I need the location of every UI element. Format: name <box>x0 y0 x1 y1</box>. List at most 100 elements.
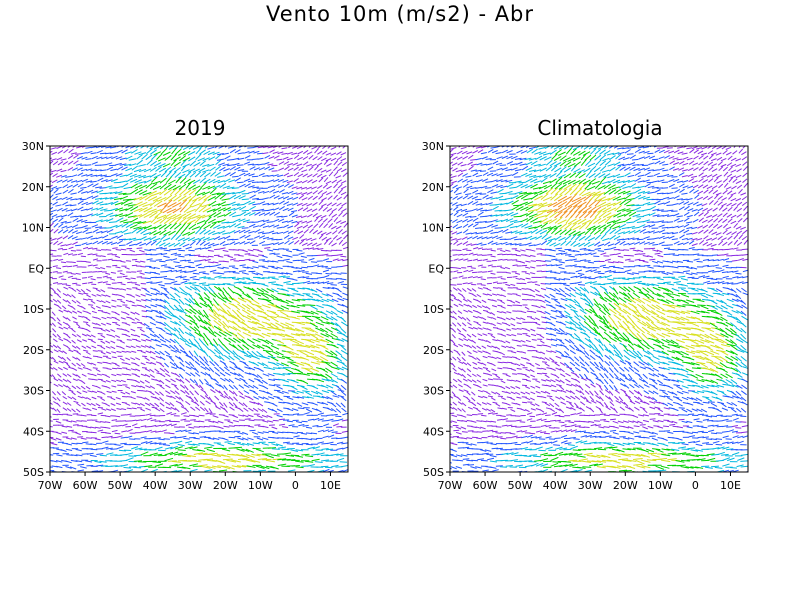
wind-vector <box>111 419 118 421</box>
wind-vector <box>258 201 266 205</box>
wind-vector <box>181 466 191 470</box>
wind-vector <box>655 465 665 470</box>
wind-vector <box>136 154 143 160</box>
wind-vector <box>550 430 557 433</box>
wind-vector <box>321 378 330 382</box>
wind-vector <box>223 337 232 343</box>
wind-vector <box>252 442 260 445</box>
wind-vector <box>305 272 313 275</box>
wind-vector <box>272 151 279 154</box>
wind-vector <box>53 240 59 246</box>
wind-vector <box>165 401 171 406</box>
wind-vector <box>189 384 195 389</box>
wind-vector <box>96 470 104 472</box>
wind-vector <box>246 293 254 301</box>
wind-vector <box>282 156 289 160</box>
wind-vector <box>83 349 89 352</box>
wind-vector <box>140 468 148 472</box>
wind-vector <box>203 314 211 322</box>
wind-vector <box>92 200 99 205</box>
wind-vector <box>305 426 313 429</box>
wind-vector <box>487 395 493 398</box>
wind-vector <box>541 412 548 416</box>
wind-vector <box>690 374 699 379</box>
wind-vector <box>159 402 165 407</box>
wind-vector <box>569 390 576 395</box>
wind-vector <box>295 322 306 326</box>
wind-vector <box>520 391 526 395</box>
wind-vector <box>66 407 72 412</box>
wind-vector <box>618 396 624 402</box>
wind-vector <box>261 266 269 269</box>
wind-vector <box>337 258 344 262</box>
wind-vector <box>82 229 89 234</box>
wind-vector <box>228 414 235 416</box>
wind-vector <box>693 418 700 421</box>
wind-vector <box>144 249 151 252</box>
wind-vector <box>497 361 503 364</box>
wind-vector <box>243 390 250 395</box>
wind-vector <box>187 231 196 236</box>
wind-vector <box>315 390 323 395</box>
wind-vector <box>238 349 246 354</box>
wind-vector <box>660 465 670 469</box>
wind-vector <box>155 355 162 359</box>
wind-vector <box>637 391 643 397</box>
wind-vector <box>247 414 254 418</box>
wind-vector <box>203 224 211 230</box>
wind-vector <box>170 233 177 241</box>
wind-vector <box>131 228 139 234</box>
wind-vector <box>164 223 172 230</box>
wind-vector <box>207 304 214 313</box>
wind-vector <box>325 267 332 270</box>
wind-vector <box>634 383 640 389</box>
wind-vector <box>336 343 345 347</box>
wind-vector <box>97 378 103 381</box>
wind-vector <box>73 400 79 404</box>
wind-vector <box>467 464 475 466</box>
wind-vector <box>145 407 151 411</box>
wind-vector <box>198 414 205 417</box>
wind-vector <box>222 315 230 323</box>
wind-vector <box>168 432 175 435</box>
wind-vector <box>65 448 73 451</box>
wind-vector <box>72 373 78 377</box>
wind-vector <box>696 420 703 423</box>
wind-vector <box>94 438 101 441</box>
wind-vector <box>643 401 650 405</box>
wind-vector <box>175 275 183 279</box>
wind-vector <box>199 199 207 207</box>
wind-vector <box>248 201 256 205</box>
wind-vector <box>246 266 254 270</box>
wind-vector <box>452 384 458 389</box>
wind-vector <box>169 222 177 230</box>
wind-vector <box>306 396 314 399</box>
wind-vector <box>310 361 321 365</box>
wind-vector <box>286 384 295 388</box>
wind-vector <box>343 234 348 240</box>
lon-tick-label: 30W <box>178 479 203 492</box>
wind-vector <box>646 459 657 462</box>
wind-vector <box>256 374 263 379</box>
wind-vector <box>141 287 147 290</box>
wind-vector <box>73 154 79 159</box>
wind-vector <box>189 446 198 450</box>
wind-vector <box>126 240 133 245</box>
wind-vector <box>267 146 274 149</box>
wind-vector <box>291 391 299 395</box>
wind-vector <box>583 452 593 456</box>
wind-vector <box>198 205 207 213</box>
wind-vector <box>741 401 748 406</box>
wind-vector <box>524 473 531 474</box>
wind-vector <box>153 173 162 179</box>
wind-vector <box>184 361 191 366</box>
wind-vector <box>149 452 158 456</box>
wind-vector <box>286 157 293 161</box>
wind-vector <box>687 413 695 415</box>
wind-vector <box>284 345 294 351</box>
wind-vector <box>302 396 310 399</box>
wind-vector <box>125 167 133 172</box>
wind-vector <box>198 344 204 352</box>
wind-vector <box>554 437 561 439</box>
wind-vector <box>91 470 99 472</box>
